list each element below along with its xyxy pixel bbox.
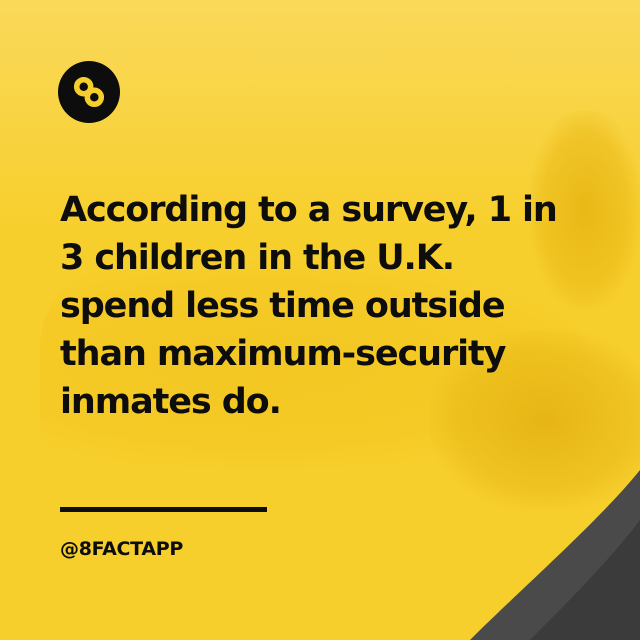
divider-line	[60, 507, 267, 512]
background-photo-blanket	[430, 330, 640, 510]
background-photo-feet	[530, 110, 640, 310]
fact-headline: According to a survey, 1 in 3 children i…	[60, 190, 558, 422]
social-handle: @8FACTAPP	[60, 538, 184, 560]
infinity-eight-icon	[73, 76, 105, 108]
app-logo	[58, 61, 120, 123]
